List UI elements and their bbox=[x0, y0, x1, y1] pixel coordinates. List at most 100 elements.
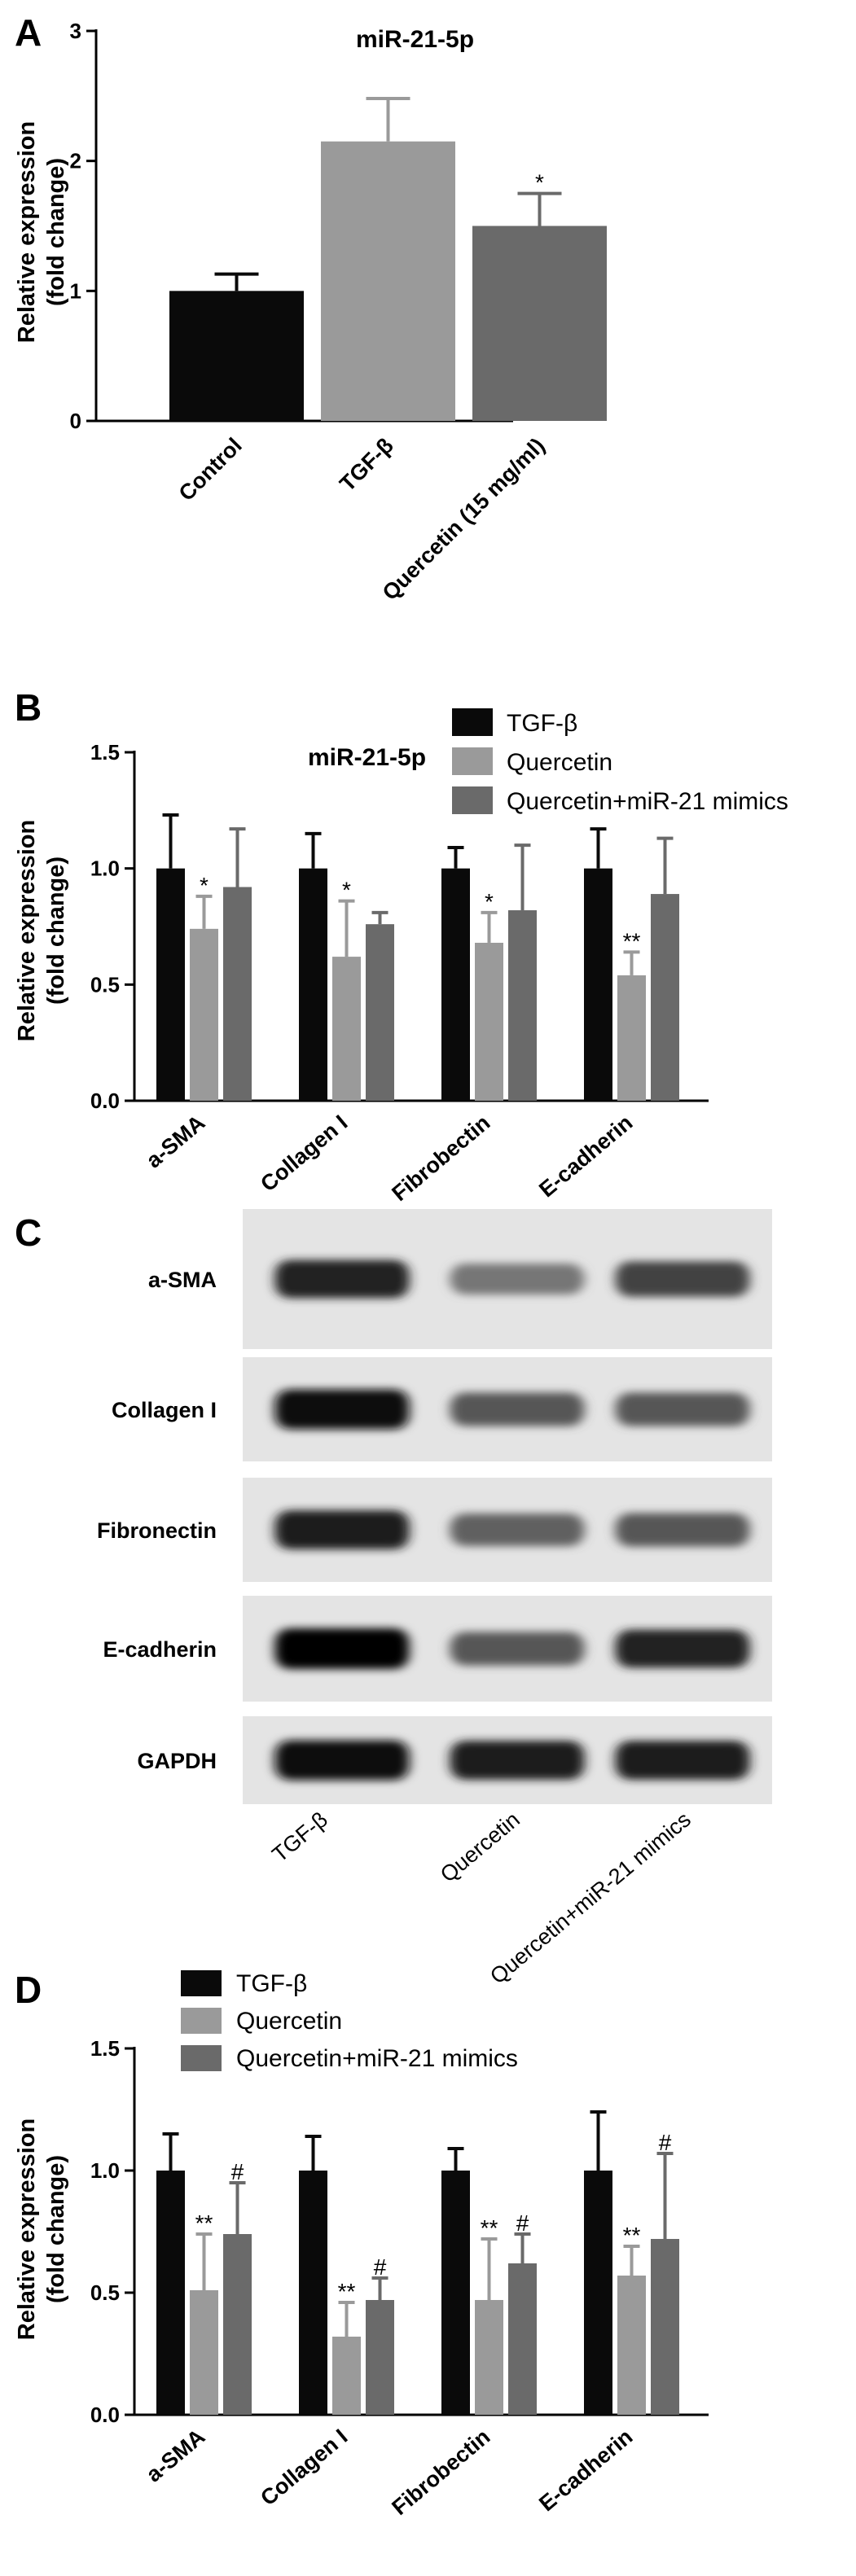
chart-a-plot: 0 1 2 3 Control TGF-β * Quercetin (15 mg/ml) bbox=[70, 19, 607, 605]
western-blot: a-SMA Collagen I Fibronectin E-cadherin GAPD… bbox=[97, 1209, 772, 1989]
chart-d-legend-swatch-1 bbox=[181, 2008, 222, 2034]
chart-d-significance: # bbox=[516, 2210, 529, 2236]
chart-d-legend: TGF-β Quercetin Quercetin+miR-21 mimics bbox=[181, 1970, 518, 2072]
chart-b-title: miR-21-5p bbox=[308, 744, 426, 771]
chart-d-legend-label-1: Quercetin bbox=[236, 2008, 342, 2035]
blot-row-label: a-SMA bbox=[148, 1268, 217, 1292]
chart-a-y-tick-label: 1 bbox=[70, 278, 81, 303]
chart-b-bar bbox=[156, 868, 185, 1101]
blot-row-label: Collagen I bbox=[112, 1398, 217, 1422]
blot-band bbox=[615, 1392, 750, 1426]
chart-d-bar bbox=[156, 2171, 185, 2415]
chart-b-legend-swatch-1 bbox=[452, 747, 493, 775]
blot-band bbox=[450, 1741, 585, 1780]
blot-band bbox=[615, 1513, 750, 1547]
blot-lane-label: TGF-β bbox=[267, 1807, 331, 1867]
blot-band bbox=[274, 1510, 410, 1549]
chart-b-bar bbox=[584, 868, 612, 1101]
chart-d-bar bbox=[617, 2276, 646, 2415]
chart-b-ylabel-line2: (fold change) bbox=[43, 856, 69, 1005]
chart-d-y-tick-label: 1.0 bbox=[90, 2158, 120, 2183]
panel-b: B miR-21-5p Relative expression (fold ch… bbox=[14, 686, 788, 1206]
blot-lane-label: Quercetin bbox=[436, 1807, 525, 1887]
chart-a-significance: * bbox=[535, 170, 544, 195]
chart-b-y-tick-label: 1.5 bbox=[90, 740, 120, 764]
blot-band bbox=[274, 1389, 410, 1430]
chart-d-ylabel-line2: (fold change) bbox=[43, 2155, 69, 2303]
chart-d-y-tick-label: 0.5 bbox=[90, 2280, 120, 2305]
chart-d-legend-label-2: Quercetin+miR-21 mimics bbox=[236, 2045, 518, 2072]
chart-b-category-label: a-SMA bbox=[142, 1111, 210, 1173]
chart-a-category-label: TGF-β bbox=[335, 433, 397, 496]
chart-b-legend-swatch-2 bbox=[452, 786, 493, 814]
chart-b-bar bbox=[617, 975, 646, 1101]
chart-d-bar bbox=[190, 2290, 218, 2415]
chart-b-bar bbox=[332, 957, 361, 1101]
chart-b-legend: TGF-β Quercetin Quercetin+miR-21 mimics bbox=[452, 708, 788, 815]
chart-d-legend-swatch-2 bbox=[181, 2045, 222, 2071]
blot-band bbox=[274, 1260, 410, 1299]
chart-a-ylabel-line2: (fold change) bbox=[43, 158, 69, 306]
chart-d-bar bbox=[332, 2337, 361, 2415]
chart-d-legend-label-0: TGF-β bbox=[236, 1970, 307, 1997]
chart-d-category-label: E-cadherin bbox=[534, 2425, 637, 2517]
chart-d-bar bbox=[651, 2239, 679, 2415]
chart-b-bar bbox=[508, 910, 537, 1101]
chart-d-y-tick-label: 0.0 bbox=[90, 2403, 120, 2427]
blot-row-label: E-cadherin bbox=[103, 1637, 217, 1662]
blot-band bbox=[450, 1392, 585, 1426]
chart-b-bar bbox=[651, 894, 679, 1101]
chart-a-y-tick-label: 3 bbox=[70, 19, 81, 43]
chart-b-legend-label-0: TGF-β bbox=[507, 710, 577, 737]
chart-a-bar bbox=[169, 291, 304, 421]
chart-d-plot: 0.0 0.5 1.0 1.5 ** # a-SMA ** # Collagen I ** # Fibr… bbox=[90, 2036, 709, 2520]
chart-b-bar bbox=[366, 924, 394, 1101]
chart-d-significance: # bbox=[374, 2254, 387, 2280]
chart-d-bar bbox=[508, 2263, 537, 2415]
chart-a-ylabel-line1: Relative expression bbox=[14, 121, 40, 343]
chart-b-legend-label-1: Quercetin bbox=[507, 749, 612, 776]
chart-b-bar bbox=[223, 887, 252, 1101]
blot-row-label: GAPDH bbox=[137, 1749, 217, 1773]
chart-d-category-label: Collagen I bbox=[256, 2425, 352, 2511]
chart-d-legend-swatch-0 bbox=[181, 1970, 222, 1996]
blot-band bbox=[274, 1740, 410, 1781]
chart-d-ylabel-line1: Relative expression bbox=[14, 2118, 40, 2340]
blot-band bbox=[615, 1261, 750, 1297]
chart-b-significance: ** bbox=[623, 928, 641, 953]
chart-d-bar bbox=[366, 2300, 394, 2415]
chart-d-bar bbox=[441, 2171, 470, 2415]
chart-b-ylabel-line1: Relative expression bbox=[14, 820, 40, 1041]
blot-band bbox=[615, 1741, 750, 1780]
chart-d-significance: ** bbox=[338, 2279, 356, 2304]
panel-a: A miR-21-5p Relative expression (fold ch… bbox=[14, 11, 607, 605]
chart-b-bar bbox=[475, 942, 503, 1101]
chart-d-bar bbox=[223, 2234, 252, 2415]
chart-a-y-tick-label: 2 bbox=[70, 149, 81, 173]
blot-lane-label: Quercetin+miR-21 mimics bbox=[485, 1807, 696, 1989]
chart-a-category-label: Control bbox=[174, 433, 247, 506]
chart-a-y-tick-label: 0 bbox=[70, 409, 81, 433]
chart-b-category-label: E-cadherin bbox=[534, 1111, 637, 1203]
chart-b-significance: * bbox=[200, 873, 209, 898]
panel-d: D Relative expression (fold change) TGF-… bbox=[14, 1969, 709, 2520]
chart-b-bar bbox=[299, 868, 327, 1101]
blot-band bbox=[450, 1513, 585, 1547]
chart-d-significance: # bbox=[659, 2130, 672, 2155]
chart-b-bar bbox=[441, 868, 470, 1101]
chart-d-bar bbox=[475, 2300, 503, 2415]
chart-a-category-label: Quercetin (15 mg/ml) bbox=[378, 433, 550, 605]
chart-b-category-label: Fibrobectin bbox=[387, 1111, 494, 1206]
chart-d-category-label: Fibrobectin bbox=[387, 2425, 494, 2520]
chart-a-bar bbox=[321, 141, 455, 421]
chart-b-y-tick-label: 1.0 bbox=[90, 856, 120, 881]
chart-b-plot: 0.0 0.5 1.0 1.5 * a-SMA * Collagen I * Fibrobecti… bbox=[90, 740, 709, 1206]
chart-d-category-label: a-SMA bbox=[142, 2425, 210, 2487]
chart-b-category-label: Collagen I bbox=[256, 1111, 352, 1197]
blot-band bbox=[450, 1264, 585, 1295]
chart-d-significance: # bbox=[231, 2159, 244, 2184]
panel-letter-b: B bbox=[15, 686, 42, 729]
panel-c: C a-SMA Collagen I Fibronectin E-cadherin GA… bbox=[15, 1209, 772, 1989]
panel-letter-c: C bbox=[15, 1211, 42, 1254]
